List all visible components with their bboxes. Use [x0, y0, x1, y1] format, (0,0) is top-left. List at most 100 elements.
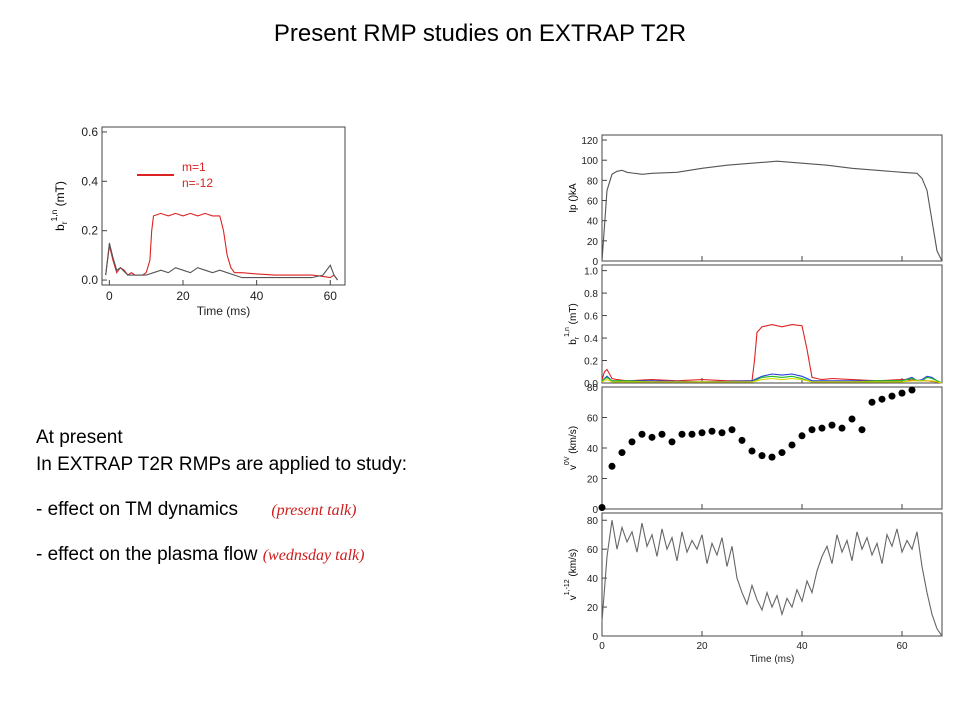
legend: m=1 n=-12: [137, 160, 213, 190]
ylabel-part: v: [568, 465, 579, 470]
ylabel-part: Ip ()kA: [568, 183, 579, 213]
scatter-point: [798, 432, 806, 440]
ylabel-part: v: [568, 595, 579, 600]
scatter-point: [768, 453, 776, 461]
y-tick-label: 40: [587, 444, 599, 455]
y-tick-label: 0.8: [584, 289, 598, 300]
y-tick-label: 60: [587, 545, 599, 556]
scatter-point: [618, 449, 626, 457]
series-line-2: [601, 373, 943, 384]
bullet-tm-dynamics-note: (present talk): [271, 502, 357, 519]
right-panel-1: 0 20 40 60 80 100 120 Ip ()kA: [568, 134, 943, 268]
y-tick-label: 80: [587, 383, 599, 394]
plot-frame: [601, 386, 943, 510]
ylabel-part: b: [53, 224, 67, 231]
ylabel-part: (km/s): [568, 549, 579, 580]
y-tick-label: 40: [587, 217, 599, 228]
scatter-point: [708, 427, 716, 435]
series-line-1: [601, 160, 943, 262]
scatter-point: [628, 438, 636, 446]
scatter-point: [788, 441, 796, 449]
series-line-1: [105, 212, 339, 281]
y-tick-label: 0.2: [584, 357, 598, 368]
scatter-point: [888, 392, 896, 400]
scatter-point: [748, 447, 756, 455]
y-tick-label: 0.0: [81, 273, 98, 287]
y-tick-label: 0: [592, 505, 598, 516]
bullet-tm-dynamics-text: - effect on TM dynamics: [36, 499, 239, 520]
x-tick-label: 60: [896, 641, 908, 652]
scatter-point: [598, 503, 606, 511]
scatter-point: [878, 395, 886, 403]
plot-frame: [101, 126, 346, 286]
scatter-point: [738, 436, 746, 444]
y-tick-label: 0: [592, 632, 598, 643]
scatter-point: [698, 429, 706, 437]
y-tick-label: 0: [592, 257, 598, 268]
scatter-point: [728, 426, 736, 434]
plot-frame: [601, 264, 943, 384]
x-tick-label: 20: [176, 289, 190, 303]
scatter-point: [818, 424, 826, 432]
y-axis-label: v0V (km/s): [564, 426, 579, 470]
series-line-2: [105, 242, 339, 281]
y-axis-label: Ip ()kA: [568, 183, 579, 213]
x-tick-label: 40: [250, 289, 264, 303]
text-line-rmp-study: In EXTRAP T2R RMPs are applied to study:: [36, 454, 408, 475]
x-axis-label: Time (ms): [197, 304, 251, 318]
ylabel-part: 1,n: [564, 327, 571, 337]
y-tick-label: 20: [587, 603, 599, 614]
y-tick-label: 0.6: [81, 125, 98, 139]
series-line-4: [601, 377, 943, 384]
y-tick-label: 80: [587, 176, 599, 187]
x-tick-label: 20: [696, 641, 708, 652]
left-panel: 0.0 0.2 0.4 0.6 0 20 40 60 Time (ms) br1,n (mT): [49, 125, 346, 318]
y-tick-label: 80: [587, 516, 599, 527]
body-text: At present In EXTRAP T2R RMPs are applie…: [36, 424, 407, 568]
x-tick-label: 60: [324, 289, 338, 303]
right-panel-3: 0 20 40 60 80 v0V (km/s): [564, 383, 943, 516]
bullet-plasma-flow-text: - effect on the plasma flow: [36, 544, 258, 565]
tm-amplitude-chart: 0.0 0.2 0.4 0.6 0 20 40 60 Time (ms) br1,n (mT) m=…: [49, 125, 346, 318]
y-tick-label: 0.4: [584, 334, 598, 345]
ylabel-part: 0V: [564, 456, 571, 465]
plot-frame: [601, 134, 943, 262]
scatter-point: [868, 398, 876, 406]
scatter-point: [688, 430, 696, 438]
text-line-at-present: At present: [36, 427, 123, 448]
x-tick-label: 0: [599, 641, 605, 652]
ylabel-part: b: [568, 339, 579, 345]
bullet-tm-dynamics: - effect on TM dynamics (present talk): [36, 496, 407, 523]
ylabel-part: (km/s): [568, 426, 579, 457]
series-line-1: [601, 520, 943, 637]
y-tick-label: 100: [581, 156, 598, 167]
scatter-point: [638, 430, 646, 438]
scatter-point: [758, 452, 766, 460]
y-axis-label: br1,n (mT): [49, 181, 69, 231]
y-tick-label: 60: [587, 197, 599, 208]
y-tick-label: 120: [581, 136, 598, 147]
scatter-point: [648, 433, 656, 441]
ylabel-part: (mT): [53, 181, 67, 210]
scatter-point: [658, 430, 666, 438]
right-panel-4: 0 20 40 60 80 0 20 40 60 Time (ms) v1,-12 (km/s): [564, 512, 943, 665]
scatter-point: [778, 449, 786, 457]
ylabel-part: (mT): [568, 303, 579, 327]
scatter-point: [898, 389, 906, 397]
y-tick-label: 20: [587, 237, 599, 248]
scatter-point: [718, 429, 726, 437]
x-tick-label: 40: [796, 641, 808, 652]
y-tick-label: 0.4: [81, 174, 98, 188]
scatter-point: [838, 424, 846, 432]
scatter-point: [828, 421, 836, 429]
y-tick-label: 0.0: [584, 379, 598, 390]
y-tick-label: 0.2: [81, 224, 98, 238]
y-axis-label: br1,n (mT): [564, 303, 581, 345]
scatter-point: [848, 415, 856, 423]
ylabel-part: r: [574, 336, 581, 339]
ylabel-part: 1,-12: [564, 579, 571, 595]
ylabel-part: 1,n: [49, 209, 59, 221]
plot-frame: [601, 512, 943, 637]
y-axis-label: v1,-12 (km/s): [564, 549, 579, 601]
x-axis-label: Time (ms): [750, 654, 795, 665]
